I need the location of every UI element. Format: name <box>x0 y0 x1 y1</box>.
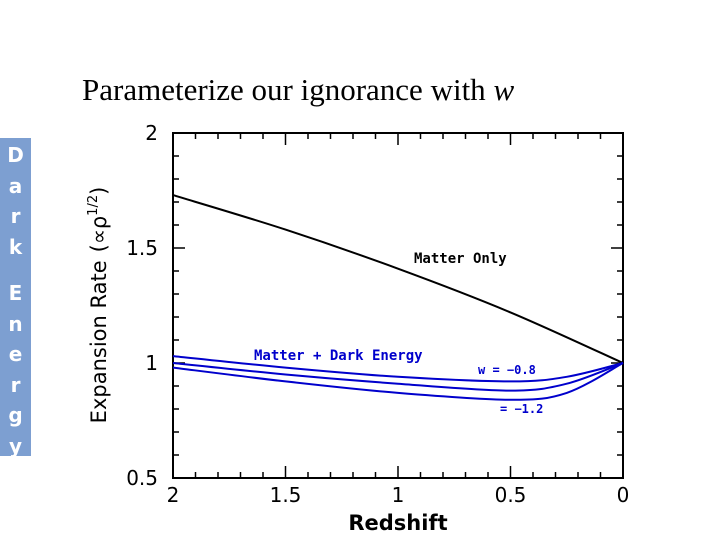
series-line-0 <box>172 194 624 364</box>
series-lines <box>172 194 624 401</box>
annotation-w-08: w = −0.8 <box>478 363 536 377</box>
x-tick-label: 1 <box>392 483 405 507</box>
side-word-dark: D a r k <box>0 140 31 262</box>
side-letter: E <box>8 281 23 305</box>
x-tick-label: 0 <box>617 483 630 507</box>
annotation-matter-only: Matter Only <box>414 251 507 267</box>
y-tick-label: 1.5 <box>126 236 158 260</box>
y-axis-label: Expansion Rate (∝ρ1/2) <box>86 187 111 424</box>
annotation-w-12: = −1.2 <box>500 402 543 416</box>
annotation-matter-dark-energy: Matter + Dark Energy <box>254 348 423 364</box>
axis-ticks <box>172 132 624 479</box>
y-axis-label-group: Expansion Rate (∝ρ1/2) <box>86 187 111 424</box>
plot-frame <box>172 132 624 479</box>
y-tick-label: 2 <box>145 121 158 145</box>
y-tick-label: 0.5 <box>126 466 158 490</box>
x-tick-label: 2 <box>167 483 180 507</box>
y-axis-label-close: ) <box>87 187 111 195</box>
side-letter: D <box>7 143 24 167</box>
y-axis-label-suffix: (∝ρ <box>87 216 111 253</box>
slide-title-text: Parameterize our ignorance with <box>82 72 494 107</box>
side-letter: g <box>8 403 23 427</box>
x-tick-label: 0.5 <box>495 483 527 507</box>
y-axis-label-exp: 1/2 <box>86 195 101 216</box>
side-letter: r <box>10 372 21 397</box>
x-axis-label: Redshift <box>348 511 447 535</box>
side-letter: n <box>8 311 23 336</box>
slide-title: Parameterize our ignorance with w <box>82 72 514 108</box>
side-banner <box>0 138 31 456</box>
side-word-energy: E n e r g y <box>0 278 31 461</box>
side-letter: y <box>8 433 23 458</box>
side-letter: k <box>8 234 23 259</box>
slide-title-variable: w <box>493 72 515 107</box>
y-axis-label-main: Expansion Rate <box>87 260 111 423</box>
series-line-2 <box>172 362 624 392</box>
side-letter: a <box>8 173 23 198</box>
side-letter: r <box>10 204 21 228</box>
series-line-3 <box>172 362 624 401</box>
side-letter: e <box>8 342 23 366</box>
x-tick-label: 1.5 <box>270 483 302 507</box>
tick-labels: 2 1.5 1 0.5 0 0.5 1 1.5 2 <box>126 121 629 507</box>
series-line-1 <box>172 355 624 383</box>
y-tick-label: 1 <box>145 351 158 375</box>
